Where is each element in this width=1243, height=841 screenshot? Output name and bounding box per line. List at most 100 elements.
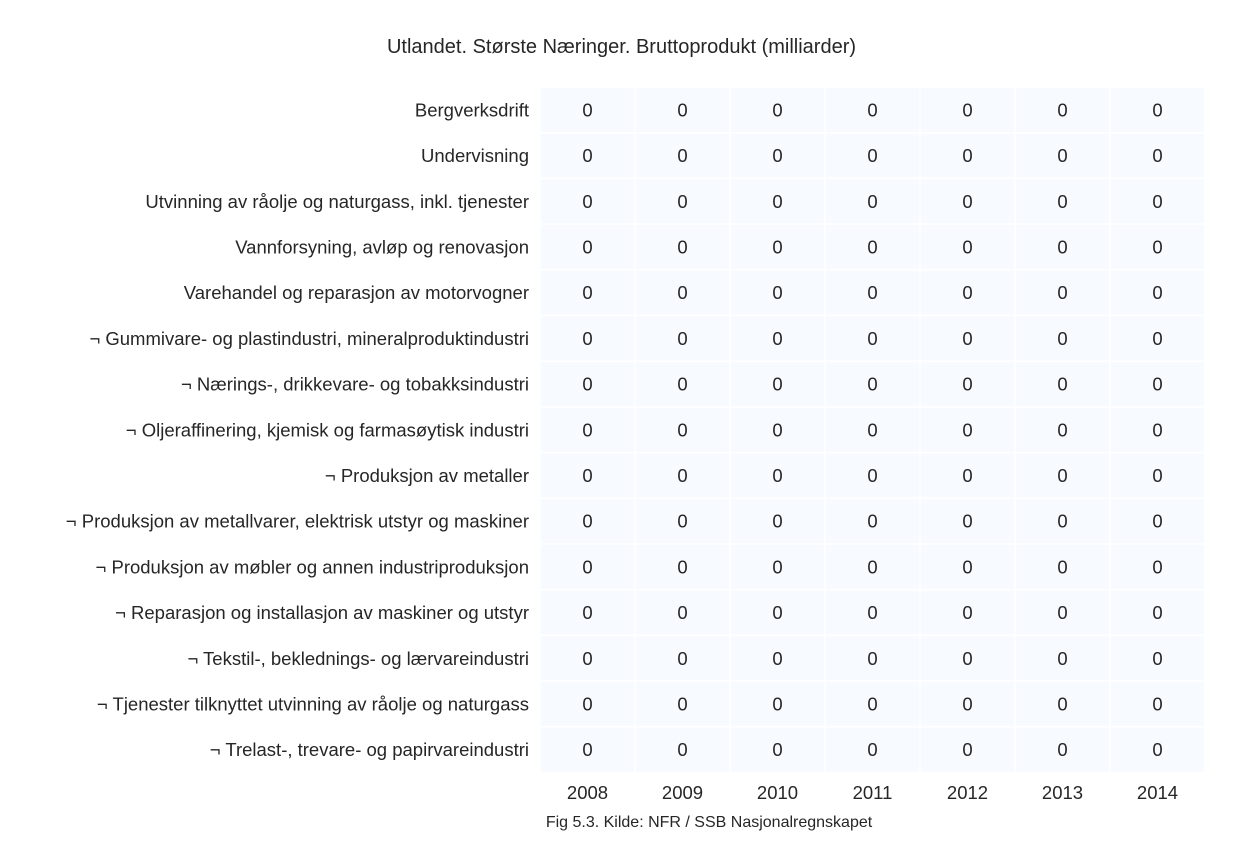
cell-value-label: 0 bbox=[1152, 191, 1162, 212]
cell-value-label: 0 bbox=[1152, 328, 1162, 349]
column-label: 2011 bbox=[853, 782, 893, 803]
heatmap-cell bbox=[729, 269, 826, 317]
heatmap-cell bbox=[729, 314, 826, 362]
cell-value-label: 0 bbox=[867, 374, 877, 395]
row-label: Vannforsyning, avløp og renovasjon bbox=[235, 236, 529, 257]
cell-value-label: 0 bbox=[1057, 328, 1067, 349]
heatmap-cell bbox=[1014, 497, 1111, 545]
row-label: ¬ Oljeraffinering, kjemisk og farmasøyti… bbox=[126, 419, 529, 440]
cell-value-label: 0 bbox=[962, 328, 972, 349]
heatmap-cell bbox=[824, 131, 921, 180]
heatmap-cell bbox=[919, 726, 1016, 774]
heatmap-cell bbox=[1014, 451, 1111, 500]
cell-value-label: 0 bbox=[867, 556, 877, 577]
cell-value-label: 0 bbox=[582, 419, 592, 440]
heatmap-cell bbox=[1109, 680, 1206, 728]
heatmap-cell bbox=[729, 406, 826, 454]
heatmap-cell bbox=[634, 131, 731, 180]
cell-value-label: 0 bbox=[962, 739, 972, 760]
cell-value-label: 0 bbox=[1057, 556, 1067, 577]
cell-value-label: 0 bbox=[1057, 602, 1067, 623]
cell-value-label: 0 bbox=[677, 419, 687, 440]
heatmap-cell bbox=[824, 497, 921, 545]
cell-value-label: 0 bbox=[962, 374, 972, 395]
heatmap-cell bbox=[919, 543, 1016, 591]
cell-value-label: 0 bbox=[582, 191, 592, 212]
row-label: ¬ Produksjon av metallvarer, elektrisk u… bbox=[66, 511, 529, 532]
heatmap-cell bbox=[1109, 131, 1206, 180]
cell-value-label: 0 bbox=[1152, 145, 1162, 166]
heatmap-cell bbox=[539, 634, 636, 682]
cell-value-label: 0 bbox=[867, 693, 877, 714]
heatmap-cell bbox=[539, 269, 636, 317]
cell-value-label: 0 bbox=[1152, 648, 1162, 669]
column-label: 2010 bbox=[757, 782, 798, 803]
cell-value-label: 0 bbox=[1152, 739, 1162, 760]
cell-value-label: 0 bbox=[582, 739, 592, 760]
row-label: Undervisning bbox=[421, 145, 529, 166]
cell-value-label: 0 bbox=[867, 465, 877, 486]
heatmap-cell bbox=[539, 314, 636, 362]
heatmap-cell bbox=[539, 177, 636, 225]
cell-value-label: 0 bbox=[772, 419, 782, 440]
heatmap-cell bbox=[634, 543, 731, 591]
cell-value-label: 0 bbox=[867, 739, 877, 760]
cell-value-label: 0 bbox=[582, 556, 592, 577]
cell-value-label: 0 bbox=[962, 556, 972, 577]
column-label: 2008 bbox=[567, 782, 608, 803]
cell-value-label: 0 bbox=[772, 602, 782, 623]
cell-value-label: 0 bbox=[867, 602, 877, 623]
heatmap-cell bbox=[634, 451, 731, 500]
cell-value-label: 0 bbox=[962, 648, 972, 669]
heatmap-cell bbox=[824, 360, 921, 408]
cell-value-label: 0 bbox=[772, 556, 782, 577]
heatmap-cell bbox=[919, 269, 1016, 317]
cell-value-label: 0 bbox=[772, 191, 782, 212]
cell-value-label: 0 bbox=[1152, 693, 1162, 714]
heatmap-cell bbox=[1014, 314, 1111, 362]
cell-value-label: 0 bbox=[867, 511, 877, 532]
cell-value-label: 0 bbox=[962, 465, 972, 486]
heatmap-cell bbox=[1109, 223, 1206, 271]
heatmap-cell bbox=[539, 360, 636, 408]
cell-value-label: 0 bbox=[867, 282, 877, 303]
heatmap-cells bbox=[539, 86, 1206, 774]
cell-value-label: 0 bbox=[1057, 99, 1067, 120]
heatmap-cell bbox=[1014, 131, 1111, 180]
cell-value-label: 0 bbox=[962, 191, 972, 212]
heatmap-cell bbox=[919, 177, 1016, 225]
cell-value-label: 0 bbox=[867, 145, 877, 166]
cell-value-label: 0 bbox=[677, 236, 687, 257]
cell-value-label: 0 bbox=[1152, 511, 1162, 532]
heatmap-cell bbox=[1014, 86, 1111, 134]
cell-value-label: 0 bbox=[1057, 145, 1067, 166]
heatmap-cell bbox=[729, 451, 826, 500]
heatmap-cell bbox=[729, 588, 826, 637]
cell-value-label: 0 bbox=[1152, 556, 1162, 577]
cell-value-label: 0 bbox=[867, 236, 877, 257]
heatmap-cell bbox=[1014, 223, 1111, 271]
row-label: ¬ Produksjon av møbler og annen industri… bbox=[96, 556, 529, 577]
cell-value-label: 0 bbox=[677, 145, 687, 166]
heatmap-cell bbox=[634, 360, 731, 408]
heatmap-cell bbox=[539, 726, 636, 774]
heatmap-cell bbox=[1109, 634, 1206, 682]
cell-value-label: 0 bbox=[1152, 419, 1162, 440]
cell-value-label: 0 bbox=[772, 648, 782, 669]
cell-value-label: 0 bbox=[962, 511, 972, 532]
cell-value-label: 0 bbox=[962, 282, 972, 303]
cell-value-label: 0 bbox=[1152, 465, 1162, 486]
heatmap-cell bbox=[919, 634, 1016, 682]
heatmap-cell bbox=[919, 406, 1016, 454]
heatmap-cell bbox=[1014, 680, 1111, 728]
cell-value-label: 0 bbox=[677, 465, 687, 486]
heatmap-cell bbox=[1014, 269, 1111, 317]
cell-value-label: 0 bbox=[772, 282, 782, 303]
heatmap-cell bbox=[1109, 269, 1206, 317]
heatmap-cell bbox=[1014, 360, 1111, 408]
heatmap-cell bbox=[729, 223, 826, 271]
cell-value-label: 0 bbox=[867, 99, 877, 120]
cell-value-label: 0 bbox=[677, 556, 687, 577]
cell-value-label: 0 bbox=[582, 648, 592, 669]
heatmap-cell bbox=[1109, 177, 1206, 225]
